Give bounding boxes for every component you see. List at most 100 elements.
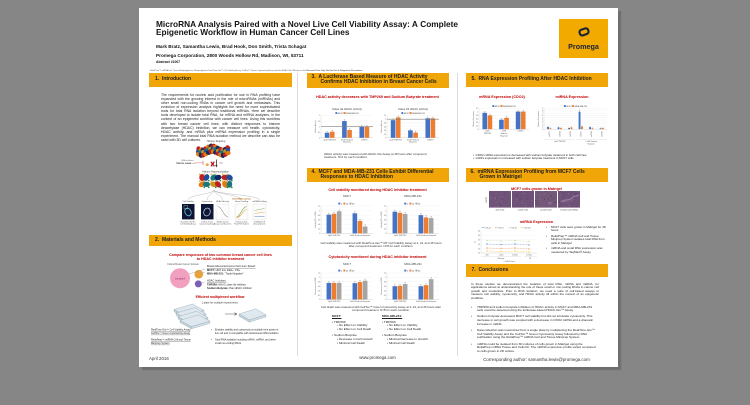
svg-text:miR-200: miR-200 <box>524 227 531 229</box>
svg-text:46: 46 <box>418 270 421 272</box>
svg-text:HDAC-Glo I/II: HDAC-Glo I/II <box>217 220 229 223</box>
svg-text:24: 24 <box>412 203 415 205</box>
svg-text:6: 6 <box>542 115 543 117</box>
svg-text:CellTox™ Green Cytotoxicity As: CellTox™ Green Cytotoxicity Assay <box>151 332 191 335</box>
svg-text:0: 0 <box>477 129 478 131</box>
svg-text:1.2: 1.2 <box>318 206 320 208</box>
svg-text:0.2: 0.2 <box>384 134 386 136</box>
svg-text:1: 1 <box>319 210 320 212</box>
svg-text:5: 5 <box>542 117 543 119</box>
svg-text:1,000 Cells: 1,000 Cells <box>518 210 528 212</box>
svg-text:2 mM Sodium: 2 mM Sodium <box>585 141 597 143</box>
svg-text:0.6: 0.6 <box>384 219 386 221</box>
svg-text:MDA-MB-231: MDA-MB-231 <box>404 262 422 266</box>
svg-text:3: 3 <box>542 122 543 124</box>
svg-text:0.4: 0.4 <box>384 290 386 292</box>
svg-text:1μM TMP269: 1μM TMP269 <box>328 301 341 303</box>
svg-text:Butyrate: Butyrate <box>409 141 418 144</box>
svg-text:1: 1 <box>477 112 478 114</box>
svg-text:Fluorescence (x1000): Fluorescence (x1000) <box>315 277 317 295</box>
svg-text:10,000: 10,000 <box>526 254 532 256</box>
svg-text:MDA-MB-231: MDA-MB-231 <box>575 105 588 108</box>
svg-text:1: 1 <box>542 127 543 129</box>
svg-text:MDA-MB-231: MDA-MB-231 <box>503 105 516 108</box>
svg-text:0.6: 0.6 <box>476 119 478 121</box>
svg-text:7: 7 <box>542 113 543 115</box>
svg-text:0: 0 <box>319 233 320 235</box>
svg-text:RealTime-Glo™ Cell Viability A: RealTime-Glo™ Cell Viability Assay <box>151 329 191 332</box>
svg-text:MCF7: MCF7 <box>495 106 502 108</box>
svg-text:10,000 Cells: 10,000 Cells <box>540 210 552 212</box>
svg-text:MCF7: MCF7 <box>343 262 351 266</box>
svg-text:MCF7: HDX low, ERα+, PR+: MCF7: HDX low, ERα+, PR+ <box>207 268 241 272</box>
svg-text:0: 0 <box>319 138 320 140</box>
svg-text:500: 500 <box>486 254 489 256</box>
svg-text:Cytotoxicity Assay: Cytotoxicity Assay <box>199 223 214 226</box>
svg-text:0.4: 0.4 <box>476 122 478 124</box>
svg-text:4: 4 <box>341 203 343 205</box>
svg-text:TMP269, SAHA: TMP269, SAHA <box>176 162 191 165</box>
svg-text:Histone Hyperacetylation: Histone Hyperacetylation <box>202 170 229 173</box>
svg-text:miR-31: miR-31 <box>498 227 504 229</box>
svg-text:24: 24 <box>346 203 349 205</box>
svg-text:2mM Sodium: 2mM Sodium <box>407 139 420 141</box>
svg-text:2mM Sodium Butyrate: 2mM Sodium Butyrate <box>416 234 437 237</box>
svg-text:1μM TMP269: 1μM TMP269 <box>394 235 407 237</box>
svg-text:1μM TMP269: 1μM TMP269 <box>394 301 407 303</box>
svg-text:4: 4 <box>542 120 543 122</box>
svg-text:0.2: 0.2 <box>318 294 320 296</box>
svg-text:Relative Activity: Relative Activity <box>380 120 383 133</box>
svg-text:Relative Expression: Relative Expression <box>537 111 540 127</box>
svg-text:Butyrate: Butyrate <box>343 141 352 144</box>
svg-text:4: 4 <box>407 203 409 205</box>
svg-text:Cell Viability Assay: Cell Viability Assay <box>180 223 196 226</box>
svg-text:MCF7: MCF7 <box>404 113 411 115</box>
svg-text:Total RNA isolation including: Total RNA isolation including mRNA, miRN… <box>215 339 276 342</box>
svg-text:Viability (RLU x1000): Viability (RLU x1000) <box>314 211 317 228</box>
svg-text:small non-coding RNAs: small non-coding RNAs <box>215 342 242 345</box>
svg-text:(Ac): (Ac) <box>220 162 224 165</box>
svg-text:Gene Profiling: Gene Profiling <box>235 200 249 203</box>
svg-text:0.2: 0.2 <box>476 125 478 127</box>
svg-text:miR34: miR34 <box>560 131 562 136</box>
svg-text:0.8: 0.8 <box>384 281 386 283</box>
svg-text:DMSO: DMSO <box>518 131 524 133</box>
svg-text:0.8: 0.8 <box>384 215 386 217</box>
svg-text:Histone Targeting: Histone Targeting <box>207 140 226 143</box>
svg-text:Viability (RLU x1000): Viability (RLU x1000) <box>380 211 383 228</box>
svg-text:2mM Sodium Butyrate: 2mM Sodium Butyrate <box>416 300 437 303</box>
svg-text:0.8: 0.8 <box>318 281 320 283</box>
svg-text:MDA-MB-231: MDA-MB-231 <box>404 194 422 198</box>
svg-text:46: 46 <box>352 203 355 205</box>
svg-text:Class IIa HDAC Activity: Class IIa HDAC Activity <box>332 107 363 111</box>
svg-text:MCF7: MCF7 <box>566 106 573 108</box>
svg-text:0: 0 <box>385 138 386 140</box>
svg-text:TMP269: TMP269 <box>484 133 492 135</box>
svg-text:24: 24 <box>412 270 415 272</box>
svg-text:0: 0 <box>319 299 320 301</box>
svg-text:2mM Sodium Butyrate: 2mM Sodium Butyrate <box>350 234 371 237</box>
svg-text:0.2: 0.2 <box>384 294 386 296</box>
svg-text:30: 30 <box>478 240 480 242</box>
svg-text:RNAi inhibitors: RNAi inhibitors <box>181 159 194 162</box>
svg-text:miR-24: miR-24 <box>485 227 491 229</box>
svg-text:4: 4 <box>407 270 409 272</box>
svg-text:0: 0 <box>385 233 386 235</box>
svg-text:0.6: 0.6 <box>384 285 386 287</box>
svg-text:1.2: 1.2 <box>318 272 320 274</box>
svg-text:DMSO: DMSO <box>361 139 368 141</box>
svg-text:Fluorescence (x1000): Fluorescence (x1000) <box>381 277 383 295</box>
svg-text:GoTaq 2-Step: GoTaq 2-Step <box>236 220 248 223</box>
svg-text:MDA-MB-231: MDA-MB-231 <box>346 112 359 115</box>
svg-text:1 plate for multiple experimen: 1 plate for multiple experiments. <box>202 301 239 305</box>
svg-text:1: 1 <box>385 119 386 121</box>
svg-text:Enables viability and cytotoxi: Enables viability and cytotoxicity at mu… <box>215 329 279 332</box>
svg-text:Miniprep System: Miniprep System <box>151 342 170 345</box>
svg-text:20: 20 <box>478 248 480 250</box>
svg-text:•: • <box>211 329 212 332</box>
svg-text:Luminal A: Luminal A <box>175 277 186 280</box>
svg-text:0.4: 0.4 <box>318 224 320 226</box>
svg-text:25: 25 <box>478 244 480 246</box>
svg-text:35: 35 <box>478 235 480 237</box>
svg-text:0.8: 0.8 <box>384 123 386 125</box>
